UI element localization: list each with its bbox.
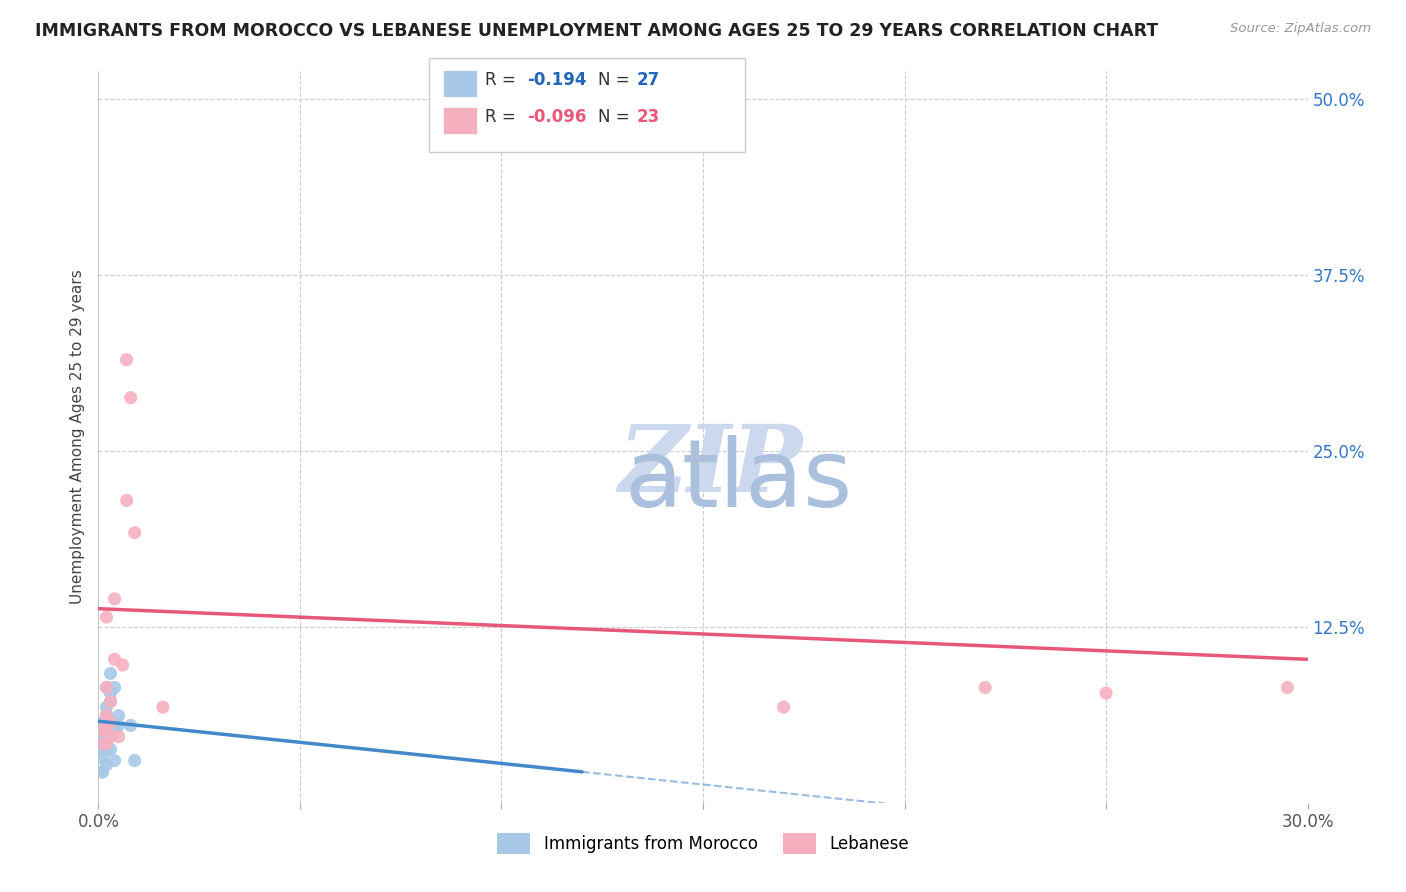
- Point: [96, 742, 118, 756]
- Point: [91, 715, 114, 730]
- Point: [91, 730, 114, 744]
- Point: [100, 666, 122, 681]
- Point: [772, 700, 794, 714]
- Point: [96, 737, 118, 751]
- Point: [103, 591, 125, 606]
- Text: ZIP: ZIP: [619, 421, 803, 511]
- Point: [115, 352, 138, 367]
- Text: IMMIGRANTS FROM MOROCCO VS LEBANESE UNEMPLOYMENT AMONG AGES 25 TO 29 YEARS CORRE: IMMIGRANTS FROM MOROCCO VS LEBANESE UNEM…: [35, 22, 1159, 40]
- Point: [91, 737, 114, 751]
- Point: [107, 708, 129, 723]
- Point: [96, 681, 118, 695]
- Point: [96, 723, 118, 737]
- Point: [120, 391, 142, 405]
- Point: [100, 715, 122, 730]
- Point: [96, 708, 118, 723]
- Point: [96, 757, 118, 772]
- Text: N =: N =: [598, 71, 634, 89]
- Point: [103, 723, 125, 737]
- Point: [100, 730, 122, 744]
- Text: -0.096: -0.096: [527, 108, 586, 126]
- Text: Source: ZipAtlas.com: Source: ZipAtlas.com: [1230, 22, 1371, 36]
- Text: 27: 27: [637, 71, 661, 89]
- Point: [100, 686, 122, 700]
- Point: [91, 737, 114, 751]
- Point: [96, 708, 118, 723]
- Point: [103, 652, 125, 666]
- Point: [96, 610, 118, 624]
- Point: [91, 742, 114, 756]
- Point: [100, 694, 122, 708]
- Point: [91, 764, 114, 779]
- Point: [96, 700, 118, 714]
- Y-axis label: Unemployment Among Ages 25 to 29 years: Unemployment Among Ages 25 to 29 years: [69, 269, 84, 605]
- Point: [103, 754, 125, 768]
- Point: [96, 715, 118, 730]
- Point: [91, 751, 114, 765]
- Point: [1095, 686, 1118, 700]
- Point: [91, 764, 114, 779]
- Point: [103, 681, 125, 695]
- Text: R =: R =: [485, 108, 522, 126]
- Text: -0.194: -0.194: [527, 71, 586, 89]
- Point: [974, 681, 997, 695]
- Point: [124, 754, 146, 768]
- Point: [152, 700, 174, 714]
- Text: N =: N =: [598, 108, 634, 126]
- Point: [107, 730, 129, 744]
- Legend: Immigrants from Morocco, Lebanese: Immigrants from Morocco, Lebanese: [491, 827, 915, 860]
- Text: R =: R =: [485, 71, 522, 89]
- Text: 23: 23: [637, 108, 661, 126]
- Point: [124, 525, 146, 540]
- Point: [100, 742, 122, 756]
- Point: [120, 718, 142, 732]
- Point: [96, 737, 118, 751]
- Point: [100, 694, 122, 708]
- Point: [96, 681, 118, 695]
- Point: [107, 718, 129, 732]
- Text: atlas: atlas: [624, 435, 852, 527]
- Point: [96, 708, 118, 723]
- Point: [115, 493, 138, 508]
- Point: [1277, 681, 1299, 695]
- Point: [111, 657, 134, 672]
- Point: [91, 723, 114, 737]
- Point: [96, 723, 118, 737]
